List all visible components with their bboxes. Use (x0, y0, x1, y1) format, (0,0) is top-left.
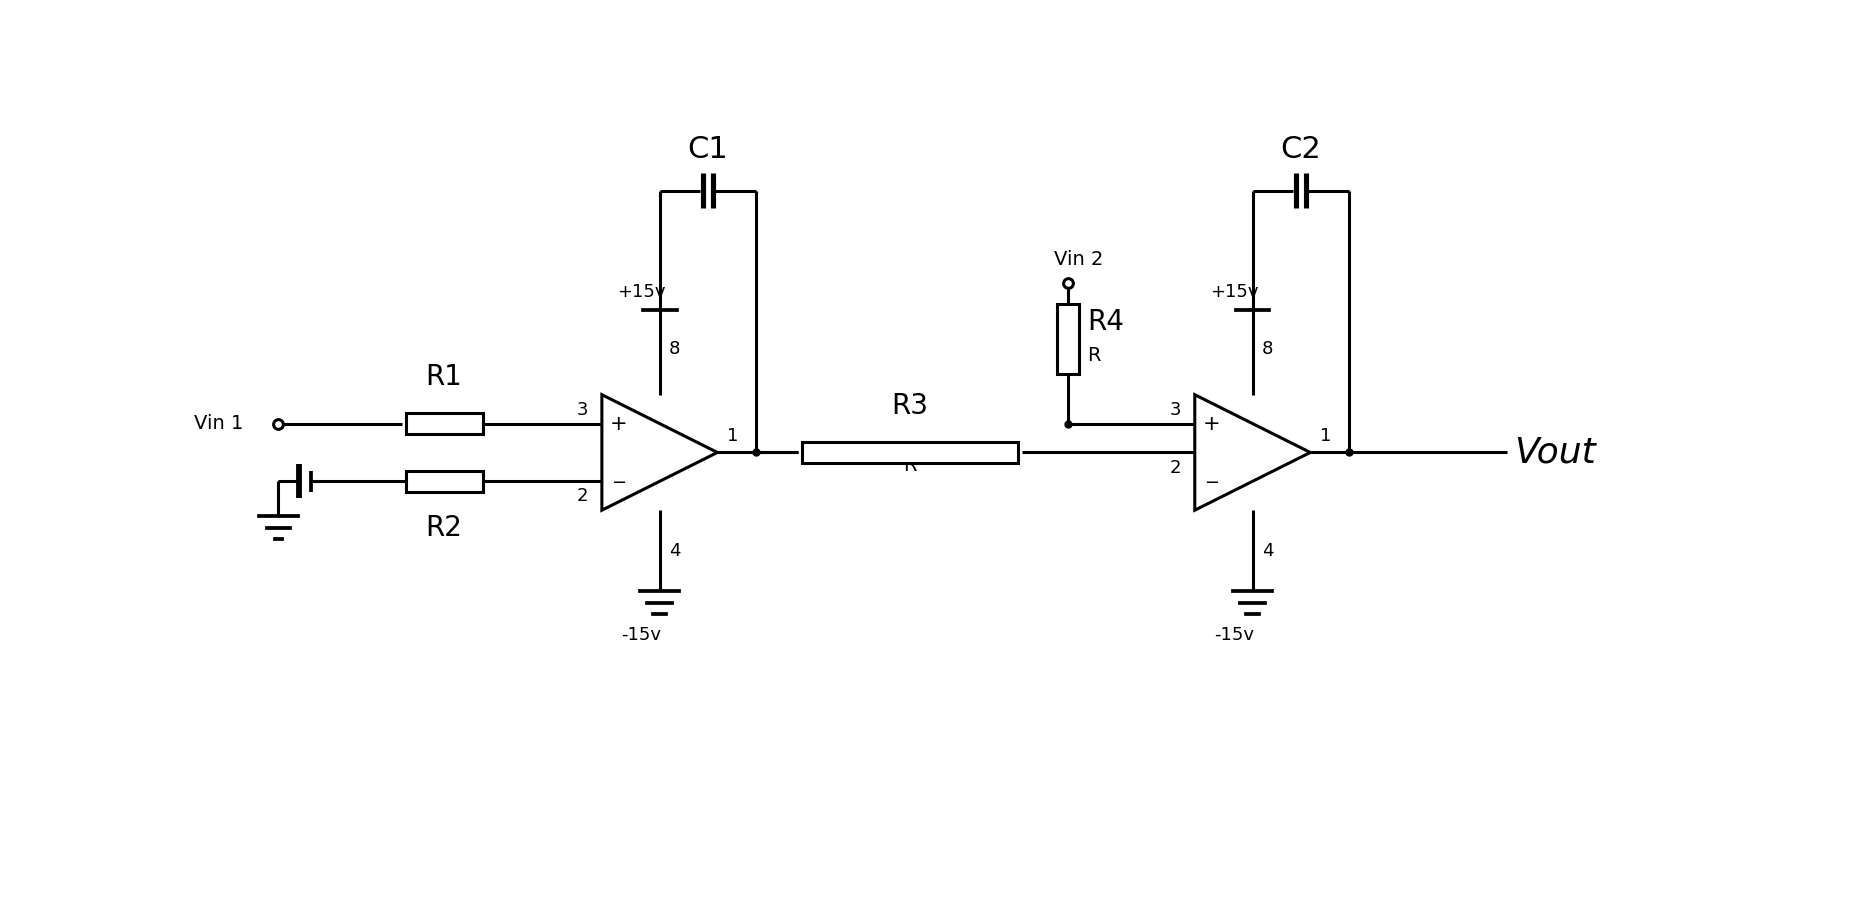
Text: 1: 1 (1319, 426, 1332, 445)
Text: +15v: +15v (617, 283, 665, 301)
Text: 4: 4 (669, 542, 680, 560)
Text: R2: R2 (426, 513, 463, 542)
Text: 2: 2 (576, 488, 589, 505)
Text: R: R (904, 457, 917, 475)
Text: -15v: -15v (620, 626, 661, 643)
Text: Vout: Vout (1515, 436, 1596, 469)
Text: +: + (1204, 414, 1220, 434)
Bar (802, 442, 1019, 463)
Text: +: + (609, 414, 628, 434)
Text: R4: R4 (1087, 308, 1124, 336)
Text: R: R (1087, 346, 1100, 365)
Text: 8: 8 (1261, 339, 1272, 358)
Bar (1057, 304, 1078, 373)
Text: C2: C2 (1280, 135, 1320, 164)
Text: 3: 3 (576, 401, 589, 419)
Text: Vin 2: Vin 2 (1054, 250, 1104, 269)
Text: 2: 2 (1169, 458, 1182, 477)
Text: R1: R1 (426, 363, 463, 392)
Text: 1: 1 (726, 426, 737, 445)
Bar (406, 413, 483, 435)
Text: R3: R3 (891, 393, 928, 420)
Text: 4: 4 (1261, 542, 1274, 560)
Text: Vin 1: Vin 1 (194, 414, 244, 433)
Text: C1: C1 (687, 135, 728, 164)
Bar (406, 470, 483, 492)
Text: $-$: $-$ (611, 472, 626, 490)
Text: 8: 8 (669, 339, 680, 358)
Text: $-$: $-$ (1204, 472, 1219, 490)
Text: +15v: +15v (1209, 283, 1259, 301)
Text: -15v: -15v (1215, 626, 1254, 643)
Text: 3: 3 (1169, 401, 1182, 419)
